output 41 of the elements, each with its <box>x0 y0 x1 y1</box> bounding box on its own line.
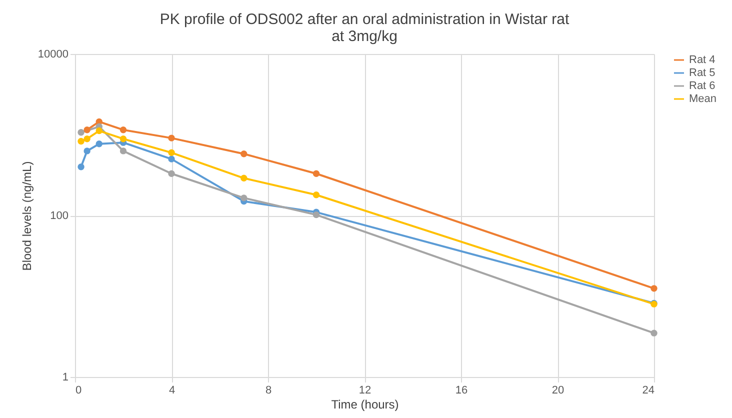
point <box>312 192 320 198</box>
legend-label: Rat 6 <box>689 80 716 92</box>
x-axis-title: Time (hours) <box>331 398 399 412</box>
point <box>650 285 658 292</box>
x-tick-label: 4 <box>168 384 176 396</box>
point <box>168 134 175 142</box>
x-tick-label: 16 <box>455 384 468 396</box>
point <box>84 126 90 134</box>
y-axis-title: Blood levels (ng/mL) <box>20 161 34 271</box>
y-tick-label: 1 <box>62 372 68 384</box>
x-tick-label: 12 <box>358 384 372 396</box>
point <box>120 148 127 154</box>
point <box>78 129 84 136</box>
y-tick-label: 100 <box>50 210 68 222</box>
point <box>78 164 84 170</box>
point <box>312 170 320 177</box>
point <box>168 149 175 156</box>
legend-label: Rat 5 <box>689 67 716 79</box>
legend-label: Rat 4 <box>689 54 716 66</box>
point <box>78 138 84 145</box>
point <box>120 126 127 134</box>
point <box>120 135 127 142</box>
point <box>240 194 248 202</box>
text: at 3mg/kg <box>332 28 398 45</box>
point <box>240 150 248 158</box>
legend-label: Mean <box>689 93 717 105</box>
x-tick-label: 8 <box>265 384 272 396</box>
x-tick-label: 24 <box>642 384 654 396</box>
x-tick-label: 0 <box>76 384 82 396</box>
x-tick-label: 20 <box>552 384 564 396</box>
text: PK profile of ODS002 after an oral administration in Wistar rat <box>160 11 570 28</box>
point <box>96 140 102 148</box>
point <box>650 330 658 336</box>
y-tick-label: 10000 <box>38 48 68 60</box>
point <box>240 174 248 182</box>
point <box>168 156 175 162</box>
point <box>84 135 90 142</box>
point <box>312 211 320 218</box>
point <box>96 127 102 134</box>
point <box>168 170 175 177</box>
point <box>84 148 90 154</box>
